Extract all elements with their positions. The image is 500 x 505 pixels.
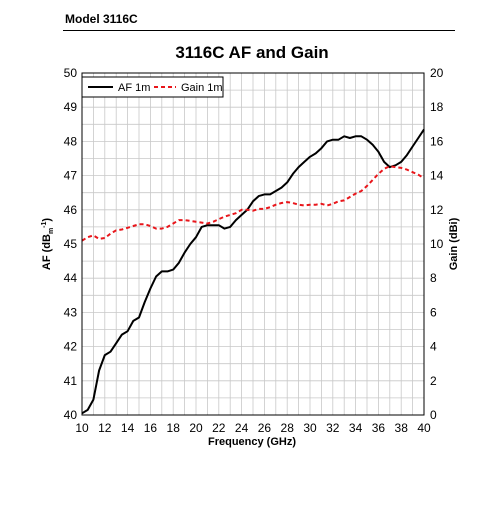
right-tick-label: 0 bbox=[430, 408, 437, 422]
series-line-gain bbox=[81, 165, 425, 242]
right-axis-label: Gain (dBi) bbox=[448, 217, 460, 270]
left-tick-label: 43 bbox=[64, 305, 78, 319]
left-tick-label: 41 bbox=[64, 374, 78, 388]
left-axis-label-sub: m bbox=[48, 228, 55, 234]
x-tick-label: 24 bbox=[235, 421, 249, 435]
x-tick-label: 28 bbox=[281, 421, 295, 435]
legend-label-gain: Gain 1m bbox=[181, 82, 223, 94]
model-header: Model 3116C bbox=[65, 12, 138, 26]
series-line-af bbox=[81, 128, 425, 415]
x-tick-label: 18 bbox=[167, 421, 181, 435]
header-divider bbox=[63, 30, 455, 31]
x-tick-label: 38 bbox=[395, 421, 409, 435]
x-tick-label: 10 bbox=[75, 421, 89, 435]
left-tick-label: 49 bbox=[64, 100, 78, 114]
left-axis-label-main: AF (dB bbox=[41, 234, 53, 270]
right-tick-label: 2 bbox=[430, 374, 437, 388]
x-axis-ticks: 10 12 14 16 18 20 22 24 26 28 30 32 34 36 38 40 bbox=[75, 421, 431, 435]
left-tick-label: 45 bbox=[64, 237, 78, 251]
x-tick-label: 40 bbox=[417, 421, 431, 435]
x-tick-label: 30 bbox=[303, 421, 317, 435]
x-tick-label: 12 bbox=[98, 421, 112, 435]
x-tick-label: 32 bbox=[326, 421, 340, 435]
right-tick-label: 6 bbox=[430, 305, 437, 319]
left-axis-label: AF (dBm-1) bbox=[41, 218, 55, 271]
left-tick-label: 47 bbox=[64, 169, 78, 183]
right-tick-label: 16 bbox=[430, 134, 444, 148]
left-axis-ticks: 40 41 42 43 44 45 46 47 48 49 50 bbox=[64, 66, 78, 422]
legend: AF 1m Gain 1m bbox=[81, 76, 224, 98]
x-tick-label: 36 bbox=[372, 421, 386, 435]
chart-title: 3116C AF and Gain bbox=[175, 43, 328, 62]
left-tick-label: 44 bbox=[64, 271, 78, 285]
left-axis-label-close: ) bbox=[41, 218, 53, 222]
right-tick-label: 14 bbox=[430, 169, 444, 183]
right-tick-label: 20 bbox=[430, 66, 444, 80]
x-tick-label: 16 bbox=[144, 421, 158, 435]
right-tick-label: 18 bbox=[430, 100, 444, 114]
left-tick-label: 46 bbox=[64, 203, 78, 217]
left-tick-label: 40 bbox=[64, 408, 78, 422]
left-tick-label: 48 bbox=[64, 134, 78, 148]
legend-label-af: AF 1m bbox=[118, 82, 150, 94]
plot-frame bbox=[81, 72, 425, 416]
right-tick-label: 12 bbox=[430, 203, 444, 217]
series-layer bbox=[81, 128, 425, 415]
left-axis-label-sup: -1 bbox=[41, 221, 48, 227]
x-tick-label: 22 bbox=[212, 421, 226, 435]
x-tick-label: 34 bbox=[349, 421, 363, 435]
left-tick-label: 42 bbox=[64, 340, 78, 354]
right-tick-label: 8 bbox=[430, 271, 437, 285]
x-tick-label: 14 bbox=[121, 421, 135, 435]
x-axis-label: Frequency (GHz) bbox=[208, 436, 296, 448]
left-tick-label: 50 bbox=[64, 66, 78, 80]
right-axis-ticks: 0 2 4 6 8 10 12 14 16 18 20 bbox=[430, 66, 444, 422]
grid bbox=[81, 72, 425, 416]
x-tick-label: 26 bbox=[258, 421, 272, 435]
right-tick-label: 4 bbox=[430, 340, 437, 354]
legend-box bbox=[81, 76, 224, 98]
right-tick-label: 10 bbox=[430, 237, 444, 251]
x-tick-label: 20 bbox=[189, 421, 203, 435]
